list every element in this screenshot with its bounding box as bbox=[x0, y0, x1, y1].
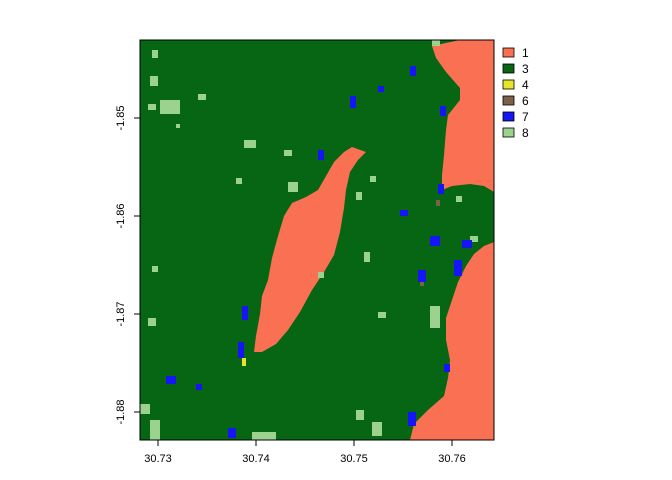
x-axis: 30.73 30.74 30.75 30.76 bbox=[144, 440, 466, 465]
legend-swatch bbox=[502, 79, 515, 90]
class-4-patches bbox=[242, 358, 246, 366]
y-tick-label: -1.85 bbox=[115, 105, 127, 130]
y-tick-label: -1.88 bbox=[115, 399, 127, 424]
class-1-east-upper bbox=[432, 40, 494, 192]
legend-label: 4 bbox=[522, 78, 529, 92]
y-axis: -1.85 -1.86 -1.87 -1.88 bbox=[115, 105, 140, 425]
class-6-patches bbox=[420, 200, 440, 286]
x-tick-label: 30.74 bbox=[242, 453, 270, 465]
x-tick-label: 30.76 bbox=[438, 453, 466, 465]
legend-swatch bbox=[502, 95, 515, 106]
legend-swatch bbox=[502, 63, 515, 74]
y-tick-label: -1.87 bbox=[115, 301, 127, 326]
legend-label: 8 bbox=[522, 126, 529, 140]
y-tick-label: -1.86 bbox=[115, 203, 127, 228]
legend-label: 7 bbox=[522, 110, 529, 124]
class-1-east-lower bbox=[410, 242, 494, 440]
legend-swatch bbox=[502, 111, 515, 122]
legend-label: 3 bbox=[522, 62, 529, 76]
legend-swatch bbox=[502, 127, 515, 138]
legend: 1 3 4 6 7 8 bbox=[502, 46, 529, 140]
legend-swatch bbox=[502, 47, 515, 58]
class-7-patches bbox=[166, 66, 472, 438]
plot-frame bbox=[139, 39, 495, 441]
class-8-patches bbox=[140, 40, 478, 440]
legend-label: 6 bbox=[522, 94, 529, 108]
raster-plot bbox=[140, 40, 494, 440]
legend-label: 1 bbox=[522, 46, 529, 60]
class-1-central-lake bbox=[254, 147, 366, 352]
x-tick-label: 30.73 bbox=[144, 453, 172, 465]
x-tick-label: 30.75 bbox=[340, 453, 368, 465]
